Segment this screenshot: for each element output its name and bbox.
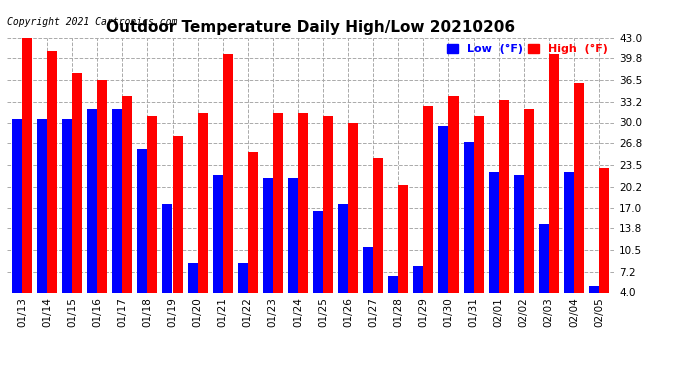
Bar: [473, 116, 484, 292]
Title: Outdoor Temperature Daily High/Low 20210206: Outdoor Temperature Daily High/Low 20210…: [106, 20, 515, 35]
Bar: [223, 54, 233, 292]
Bar: [238, 263, 248, 292]
Bar: [62, 119, 72, 292]
Bar: [599, 168, 609, 292]
Bar: [373, 159, 383, 292]
Bar: [413, 266, 424, 292]
Bar: [549, 54, 559, 292]
Bar: [313, 211, 323, 292]
Bar: [72, 74, 82, 292]
Bar: [112, 110, 122, 292]
Bar: [137, 148, 148, 292]
Bar: [148, 116, 157, 292]
Bar: [288, 178, 298, 292]
Bar: [248, 152, 258, 292]
Bar: [162, 204, 172, 292]
Bar: [273, 113, 283, 292]
Bar: [298, 113, 308, 292]
Bar: [323, 116, 333, 292]
Bar: [424, 106, 433, 292]
Bar: [574, 83, 584, 292]
Bar: [589, 286, 599, 292]
Bar: [438, 126, 449, 292]
Bar: [363, 247, 373, 292]
Bar: [37, 119, 47, 292]
Bar: [338, 204, 348, 292]
Bar: [87, 110, 97, 292]
Bar: [499, 100, 509, 292]
Bar: [188, 263, 197, 292]
Bar: [489, 171, 499, 292]
Bar: [97, 80, 107, 292]
Bar: [172, 136, 183, 292]
Bar: [464, 142, 473, 292]
Legend: Low  (°F), High  (°F): Low (°F), High (°F): [446, 43, 609, 55]
Bar: [448, 96, 459, 292]
Bar: [514, 175, 524, 292]
Bar: [47, 51, 57, 292]
Bar: [388, 276, 398, 292]
Bar: [213, 175, 223, 292]
Bar: [122, 96, 132, 292]
Bar: [22, 38, 32, 292]
Bar: [348, 123, 358, 292]
Bar: [263, 178, 273, 292]
Bar: [524, 110, 534, 292]
Bar: [539, 224, 549, 292]
Bar: [197, 113, 208, 292]
Bar: [564, 171, 574, 292]
Text: Copyright 2021 Cartronics.com: Copyright 2021 Cartronics.com: [7, 17, 177, 27]
Bar: [12, 119, 22, 292]
Bar: [398, 184, 408, 292]
